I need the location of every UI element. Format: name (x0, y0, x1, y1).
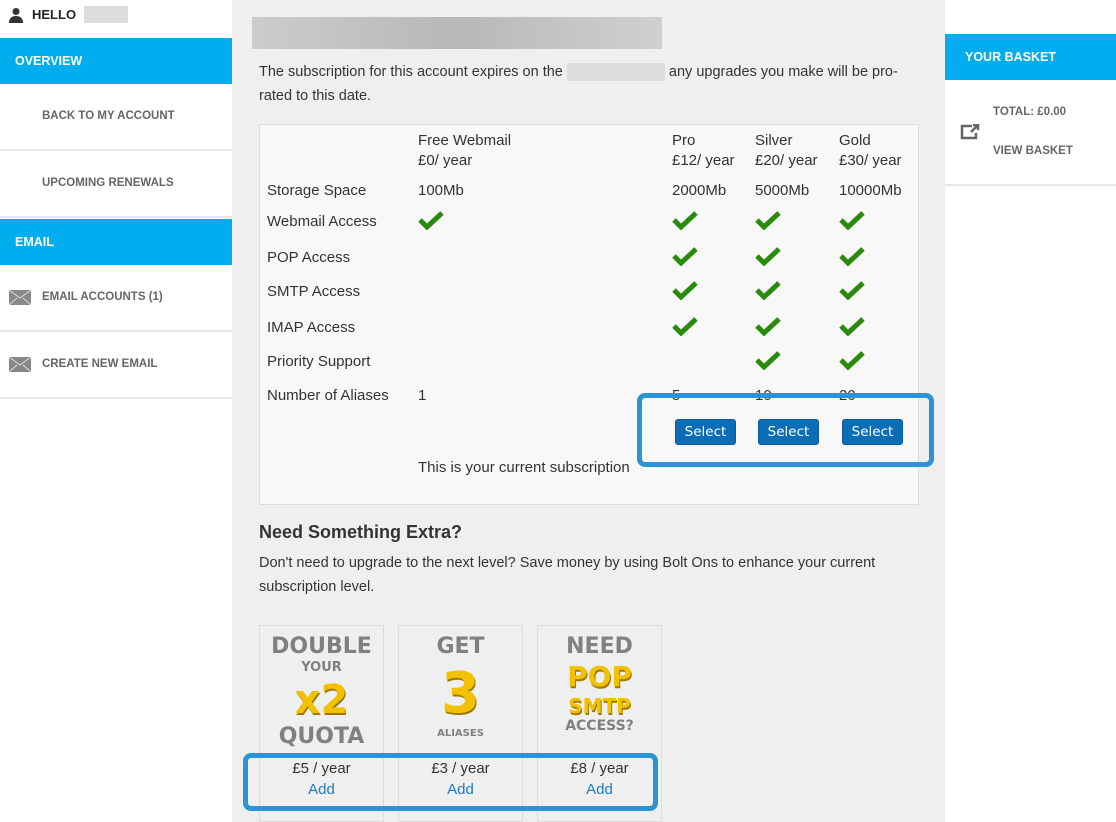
check-icon (672, 211, 698, 230)
add-bolt-on-link[interactable]: Add (447, 781, 474, 798)
plan-name: Free Webmail (418, 132, 512, 149)
intro-text-after: any upgrades you make will be pro-rated … (259, 64, 898, 104)
feature-value: 100Mb (418, 182, 464, 199)
bolt-on-logo-line: GET (436, 634, 485, 659)
greeting-text: HELLO (32, 7, 77, 22)
bolt-on-price: £8 / year (570, 760, 629, 777)
plan-price: £20/ year (755, 152, 818, 169)
check-icon (672, 281, 698, 300)
plan-price: £12/ year (672, 152, 735, 169)
bolt-on-price: £3 / year (431, 760, 490, 777)
select-plan-button[interactable]: Select (675, 419, 736, 445)
select-plan-button[interactable]: Select (758, 419, 819, 445)
envelope-icon (9, 357, 31, 372)
add-bolt-on-link[interactable]: Add (308, 781, 335, 798)
plan-name: Pro (672, 132, 696, 149)
extra-title: Need Something Extra? (259, 522, 463, 542)
section-email: EMAIL (0, 219, 232, 265)
sidebar-item-upcoming-renewals[interactable]: UPCOMING RENEWALS (0, 151, 232, 218)
check-icon (418, 211, 444, 230)
bolt-on-highlight (243, 753, 658, 811)
add-bolt-on-link[interactable]: Add (586, 781, 613, 798)
check-icon (755, 247, 781, 266)
bolt-on-logo: GET 3 ALIASES (399, 626, 522, 756)
check-icon (672, 247, 698, 266)
sidebar-item-create-new-email[interactable]: CREATE NEW EMAIL (0, 332, 232, 399)
feature-value: 10000Mb (839, 182, 902, 199)
plans-table: Free Webmail £0/ year Pro £12/ year Silver £2… (259, 124, 919, 505)
user-name-redacted (84, 6, 129, 23)
page-title-redacted (252, 17, 662, 49)
plan-price: £0/ year (418, 152, 473, 169)
basket-total: TOTAL: £0.00 (993, 106, 1067, 118)
feature-label: SMTP Access (267, 283, 361, 300)
bolt-on-card: NEED POP SMTP ACCESS? £8 / year Add (537, 625, 662, 822)
bolt-on-logo-line: YOUR (301, 660, 342, 676)
view-basket-link[interactable]: VIEW BASKET (993, 145, 1073, 157)
bolt-on-card: DOUBLE YOUR x2 QUOTA £5 / year Add (259, 625, 384, 822)
bolt-on-logo-line: x2 (294, 676, 349, 723)
check-icon (755, 211, 781, 230)
greeting: HELLO (8, 6, 129, 23)
feature-label: Priority Support (267, 353, 371, 370)
sidebar-item-label: CREATE NEW EMAIL (42, 358, 158, 370)
basket-title: YOUR BASKET (945, 34, 1116, 80)
feature-label: Storage Space (267, 182, 367, 199)
feature-value: 2000Mb (672, 182, 727, 199)
subscription-intro: The subscription for this account expire… (259, 60, 929, 108)
intro-text-before: The subscription for this account expire… (259, 64, 563, 80)
current-subscription-label: This is your current subscription (418, 459, 630, 476)
bolt-on-logo-line: ALIASES (437, 727, 484, 739)
bolt-on-price: £5 / year (292, 760, 351, 777)
bolt-on-logo-line: SMTP (568, 693, 631, 718)
check-icon (755, 351, 781, 370)
check-icon (839, 211, 865, 230)
select-plan-button[interactable]: Select (842, 419, 903, 445)
feature-label: Number of Aliases (267, 387, 389, 404)
bolt-on-logo-line: 3 (441, 661, 480, 727)
check-icon (755, 281, 781, 300)
expiry-date-redacted (566, 63, 665, 82)
bolt-on-logo-line: ACCESS? (565, 717, 634, 734)
bolt-on-logo-line: NEED (566, 634, 633, 659)
check-icon (839, 247, 865, 266)
check-icon (672, 317, 698, 336)
section-overview: OVERVIEW (0, 38, 232, 84)
bolt-on-logo: DOUBLE YOUR x2 QUOTA (260, 626, 383, 756)
select-highlight (637, 393, 934, 467)
bolt-on-logo-line: DOUBLE (271, 634, 372, 659)
bolt-on-logo: NEED POP SMTP ACCESS? (538, 626, 661, 756)
plan-name: Silver (755, 132, 793, 149)
bolt-on-logo-line: QUOTA (278, 723, 365, 749)
basket-panel: YOUR BASKET TOTAL: £0.00 VIEW BASKET (945, 34, 1116, 186)
feature-label: POP Access (267, 249, 351, 266)
bolt-on-logo-line: POP (567, 660, 632, 694)
feature-value: 1 (418, 387, 427, 404)
check-icon (755, 317, 781, 336)
sidebar-item-label: EMAIL ACCOUNTS (1) (42, 291, 163, 303)
plan-price: £30/ year (839, 152, 902, 169)
feature-label: IMAP Access (267, 319, 356, 336)
feature-value: 5000Mb (755, 182, 810, 199)
check-icon (839, 317, 865, 336)
external-link-icon (960, 124, 980, 140)
plan-name: Gold (839, 132, 871, 149)
envelope-icon (9, 290, 31, 305)
extra-text: Don't need to upgrade to the next level?… (259, 555, 876, 595)
sidebar: HELLO OVERVIEW BACK TO MY ACCOUNT UPCOMI… (0, 0, 232, 822)
sidebar-item-email-accounts[interactable]: EMAIL ACCOUNTS (1) (0, 265, 232, 332)
sidebar-item-back-to-account[interactable]: BACK TO MY ACCOUNT (0, 84, 232, 151)
user-icon (9, 7, 23, 23)
check-icon (839, 351, 865, 370)
feature-label: Webmail Access (267, 213, 377, 230)
bolt-on-card: GET 3 ALIASES £3 / year Add (398, 625, 523, 822)
check-icon (839, 281, 865, 300)
